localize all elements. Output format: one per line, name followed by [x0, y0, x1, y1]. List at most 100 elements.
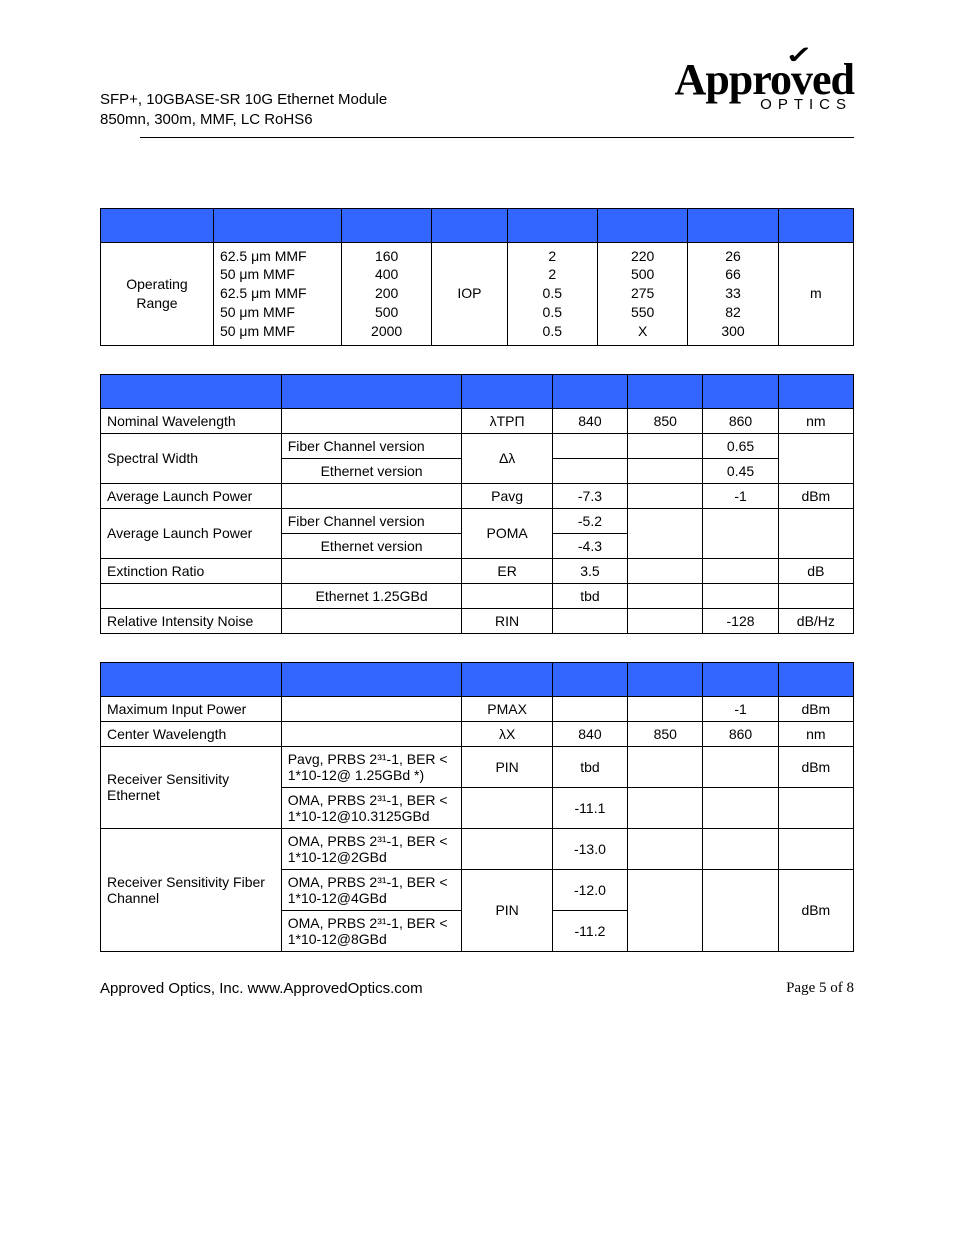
page: SFP+, 10GBASE-SR 10G Ethernet Module 850… — [0, 0, 954, 1037]
table-row: Average Launch PowerFiber Channel versio… — [101, 508, 854, 533]
table-cell: Receiver Sensitivity Ethernet — [101, 746, 282, 828]
table-cell: nm — [778, 721, 853, 746]
table-cell — [628, 508, 703, 558]
cell-param: Operating Range — [101, 242, 214, 345]
receiver-table: Maximum Input PowerPMAX-1dBmCenter Wavel… — [100, 662, 854, 952]
table-cell: RIN — [462, 608, 552, 633]
table-cell — [628, 696, 703, 721]
table-cell: Δλ — [462, 433, 552, 483]
cell-typ: 220 500 275 550 X — [597, 242, 687, 345]
table-cell: dBm — [778, 869, 853, 951]
table-header-cell — [101, 208, 214, 242]
table-cell — [778, 508, 853, 558]
table-cell: 840 — [552, 721, 627, 746]
table-header-cell — [778, 208, 853, 242]
table-cell: nm — [778, 408, 853, 433]
table-header-cell — [432, 208, 507, 242]
table-cell — [628, 787, 703, 828]
page-footer: Approved Optics, Inc. www.ApprovedOptics… — [100, 980, 854, 997]
table-cell: OMA, PRBS 2³¹-1, BER < 1*10-12@8GBd — [281, 910, 462, 951]
logo-text-post: ed — [812, 55, 854, 104]
table-header-cell — [552, 662, 627, 696]
table-cell: dBm — [778, 696, 853, 721]
table-cell — [281, 483, 462, 508]
table-row: Operating Range 62.5 μm MMF 50 μm MMF 62… — [101, 242, 854, 345]
table-header-cell — [628, 374, 703, 408]
table-header-cell — [688, 208, 778, 242]
table-cell — [281, 408, 462, 433]
table-cell — [703, 558, 778, 583]
table-header-cell — [703, 374, 778, 408]
table-cell: 850 — [628, 721, 703, 746]
table-cell: -5.2 — [552, 508, 627, 533]
table-cell — [778, 583, 853, 608]
table-header-row — [101, 374, 854, 408]
table-cell: Ethernet version — [281, 458, 462, 483]
table-row: Relative Intensity NoiseRIN-128dB/Hz — [101, 608, 854, 633]
table-cell — [778, 433, 853, 483]
table-cell: Ethernet version — [281, 533, 462, 558]
table-header-cell — [281, 662, 462, 696]
table-header-cell — [213, 208, 341, 242]
table-cell: -13.0 — [552, 828, 627, 869]
table-header-cell — [507, 208, 597, 242]
table-cell — [628, 746, 703, 787]
table-cell — [628, 458, 703, 483]
table-header-cell — [341, 208, 431, 242]
table-cell: Receiver Sensitivity Fiber Channel — [101, 828, 282, 951]
table-row: Nominal WavelengthλTPΠ840850860nm — [101, 408, 854, 433]
table-cell: 3.5 — [552, 558, 627, 583]
table-cell: dBm — [778, 746, 853, 787]
table-cell: 850 — [628, 408, 703, 433]
cell-min: 2 2 0.5 0.5 0.5 — [507, 242, 597, 345]
table-header-cell — [101, 662, 282, 696]
table-cell: Pavg — [462, 483, 552, 508]
table-cell: tbd — [552, 583, 627, 608]
table-cell: Fiber Channel version — [281, 433, 462, 458]
table-cell: -12.0 — [552, 869, 627, 910]
cell-unit: m — [778, 242, 853, 345]
table-header-row — [101, 208, 854, 242]
table-cell — [552, 458, 627, 483]
table-cell: PIN — [462, 746, 552, 787]
table-cell — [628, 558, 703, 583]
table-cell — [703, 746, 778, 787]
table-cell — [281, 696, 462, 721]
table-cell: -11.2 — [552, 910, 627, 951]
table-cell: 860 — [703, 721, 778, 746]
table-cell — [281, 558, 462, 583]
table-cell — [101, 583, 282, 608]
table-cell — [281, 608, 462, 633]
table-cell: Average Launch Power — [101, 508, 282, 558]
footer-right: Page 5 of 8 — [786, 980, 854, 997]
table-header-cell — [101, 374, 282, 408]
table-cell: OMA, PRBS 2³¹-1, BER < 1*10-12@4GBd — [281, 869, 462, 910]
table-cell: Ethernet 1.25GBd — [281, 583, 462, 608]
table-cell: dBm — [778, 483, 853, 508]
table-header-cell — [778, 374, 853, 408]
table-cell — [462, 828, 552, 869]
table-cell: Extinction Ratio — [101, 558, 282, 583]
cell-sym: IOP — [432, 242, 507, 345]
table-cell: OMA, PRBS 2³¹-1, BER < 1*10-12@10.3125GB… — [281, 787, 462, 828]
table-header-cell — [462, 374, 552, 408]
table-row: Ethernet 1.25GBd tbd — [101, 583, 854, 608]
check-icon: v — [791, 60, 812, 100]
cell-max: 26 66 33 82 300 — [688, 242, 778, 345]
table-row: Center WavelengthλX840850860nm — [101, 721, 854, 746]
table-cell: Fiber Channel version — [281, 508, 462, 533]
operating-range-table: Operating Range 62.5 μm MMF 50 μm MMF 62… — [100, 208, 854, 346]
table-row: Receiver Sensitivity Fiber ChannelOMA, P… — [101, 828, 854, 869]
table-cell — [703, 869, 778, 951]
table-cell — [703, 583, 778, 608]
table-cell: Average Launch Power — [101, 483, 282, 508]
table-cell — [703, 787, 778, 828]
table-cell: 840 — [552, 408, 627, 433]
table-cell: PIN — [462, 869, 552, 951]
logo-text-pre: Appro — [675, 55, 791, 104]
cell-bw: 160 400 200 500 2000 — [341, 242, 431, 345]
table-cell — [778, 828, 853, 869]
table-cell: -4.3 — [552, 533, 627, 558]
header-line2: 850mn, 300m, MMF, LC RoHS6 — [100, 111, 313, 128]
table-cell — [628, 483, 703, 508]
